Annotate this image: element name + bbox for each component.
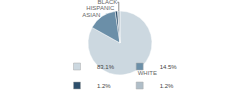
svg-text:WHITE: WHITE: [138, 70, 157, 76]
svg-text:83.1%: 83.1%: [97, 64, 115, 70]
svg-text:ASIAN: ASIAN: [82, 12, 100, 18]
svg-text:14.5%: 14.5%: [160, 64, 178, 70]
svg-text:1.2%: 1.2%: [160, 83, 174, 89]
svg-text:HISPANIC: HISPANIC: [86, 5, 115, 11]
svg-text:BLACK: BLACK: [98, 0, 118, 5]
svg-text:1.2%: 1.2%: [97, 83, 111, 89]
